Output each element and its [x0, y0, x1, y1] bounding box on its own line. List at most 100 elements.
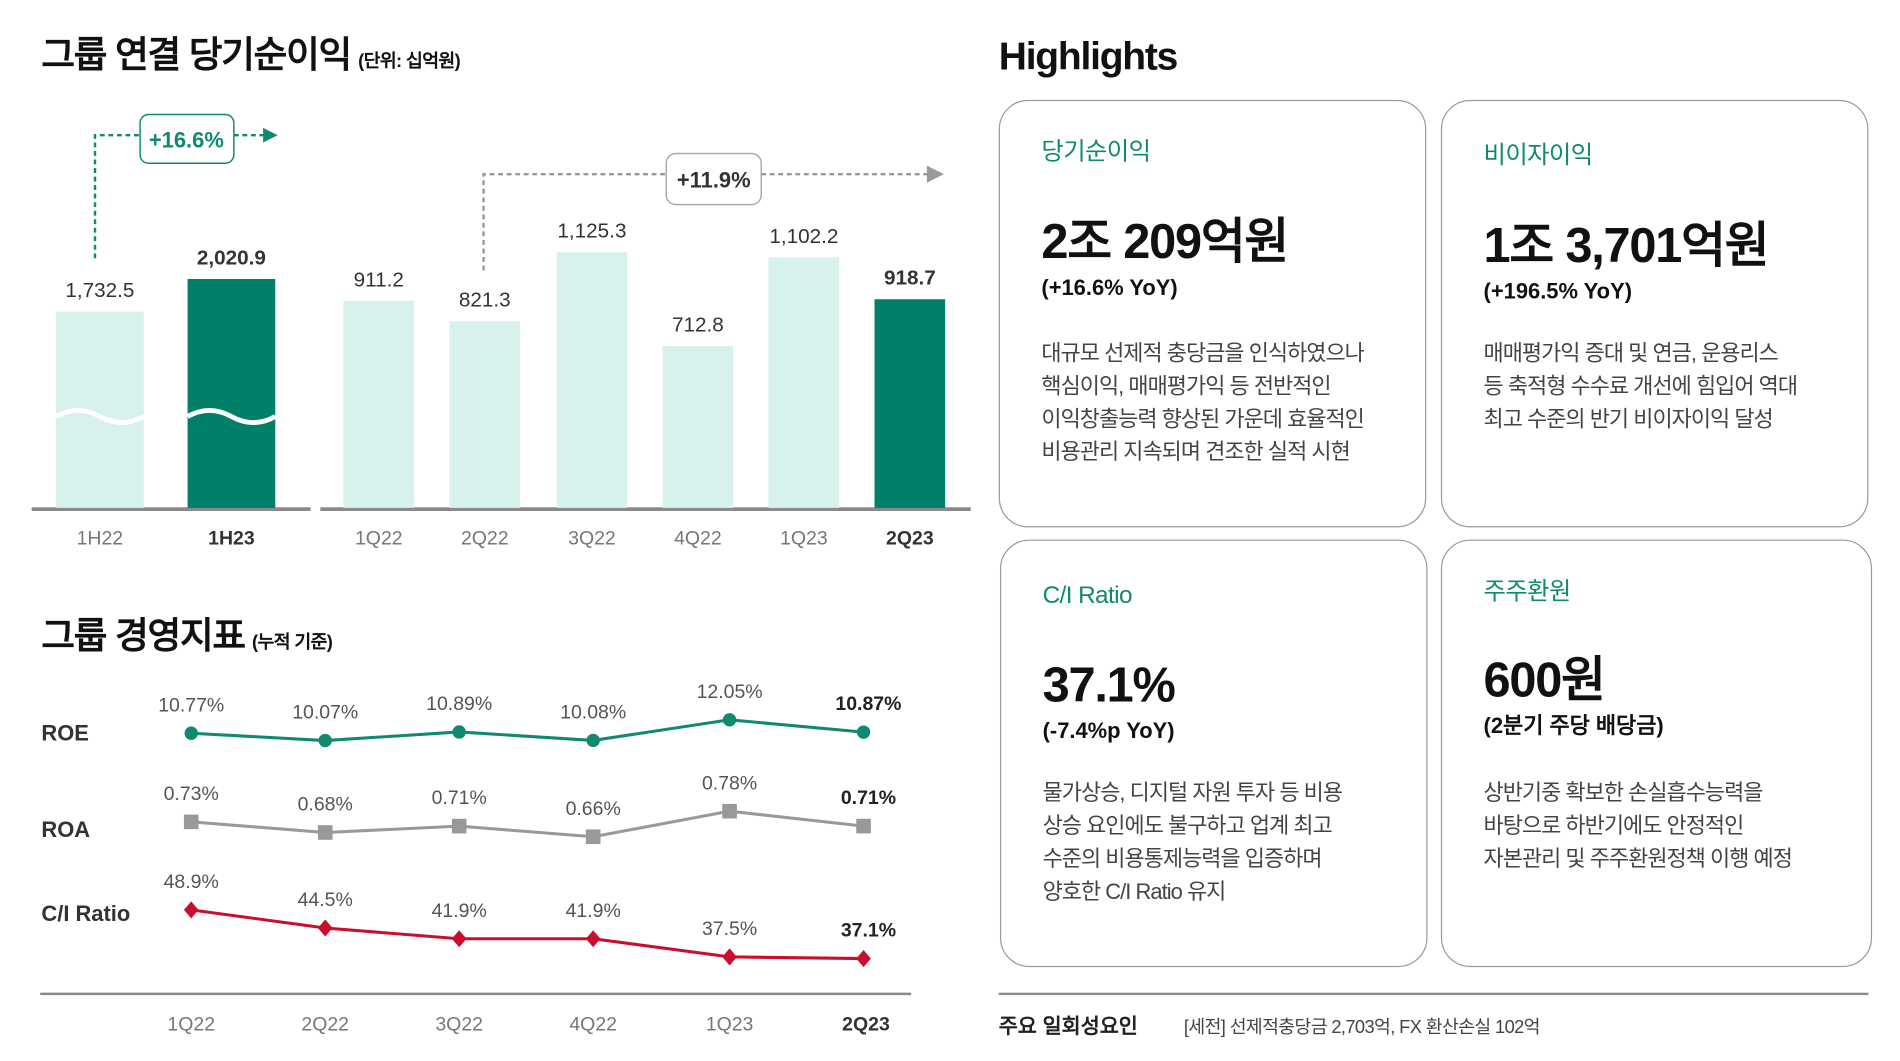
growth-badge-text: +16.6% — [149, 127, 224, 152]
card-sub: (+196.5% YoY) — [1483, 278, 1633, 304]
data-point — [183, 901, 199, 919]
data-label: 10.89% — [426, 693, 492, 715]
body-line: 등 축적형 수수료 개선에 힘입어 역대 — [1483, 373, 1798, 399]
tick-label: 4Q22 — [674, 527, 722, 549]
data-label: 0.71% — [841, 787, 896, 809]
card-shareholder-return: 주주환원 600원 (2분기 주당 배당금) 상반기중 확보한 손실흡수능력을 … — [1440, 539, 1873, 968]
card-body: 물가상승, 디지털 자원 투자 등 비용 상승 요인에도 불구하고 업계 최고 … — [1042, 777, 1343, 909]
data-label: 41.9% — [566, 900, 621, 922]
data-label: 918.7 — [884, 267, 936, 290]
growth-connector-quarter — [482, 172, 667, 271]
tick-label: 1H23 — [208, 527, 255, 549]
card-value: 600원 — [1483, 654, 1606, 708]
card-body: 대규모 선제적 충당금을 인식하였으나 핵심이익, 매매평가익 등 전반적인 이… — [1041, 337, 1364, 469]
data-label: 48.9% — [164, 871, 219, 893]
axis-break-wave — [186, 408, 277, 426]
bar-4Q22 — [662, 345, 734, 508]
body-line: 상반기중 확보한 손실흡수능력을 — [1483, 780, 1764, 806]
data-point — [722, 713, 737, 727]
data-point — [184, 726, 198, 740]
data-label: 37.1% — [841, 920, 896, 942]
data-point — [856, 950, 871, 968]
indicators-title-text: 그룹 경영지표 — [41, 616, 246, 657]
tick-label: 1H22 — [77, 527, 124, 549]
card-title: 주주환원 — [1483, 578, 1572, 606]
arrow-right-icon — [263, 127, 278, 143]
data-label: 1,125.3 — [557, 220, 626, 243]
footer-label: 주요 일회성요인 — [998, 1014, 1138, 1038]
card-title: 당기순이익 — [1041, 138, 1151, 166]
data-point — [317, 825, 333, 840]
arrow-right-icon — [926, 165, 944, 183]
data-label: 0.73% — [164, 783, 219, 805]
data-label: 37.5% — [702, 918, 757, 940]
data-label: 10.07% — [292, 702, 358, 724]
tick-label: 3Q22 — [435, 1013, 483, 1035]
series-line-ROE — [191, 718, 864, 743]
data-point — [318, 733, 332, 748]
card-body: 매매평가익 증대 및 연금, 운용리스 등 축적형 수수료 개선에 힘입어 역대… — [1484, 337, 1798, 436]
body-line: 양호한 C/I Ratio 유지 — [1042, 879, 1227, 904]
card-net-income: 당기순이익 2조 209억원 (+16.6% YoY) 대규모 선제적 충당금을… — [998, 99, 1427, 528]
body-line: 이익창출능력 향상된 가운데 효율적인 — [1041, 406, 1364, 432]
data-label: 41.9% — [432, 900, 487, 922]
series-line-ROA — [191, 809, 864, 839]
body-line: 비용관리 지속되며 견조한 실적 시현 — [1041, 439, 1350, 465]
data-label: 0.66% — [566, 798, 621, 820]
growth-badge-half — [139, 113, 235, 164]
tick-label: 2Q22 — [301, 1013, 349, 1035]
card-value: 2조 209억원 — [1041, 215, 1289, 270]
series-label: ROA — [41, 817, 90, 842]
card-sub: (+16.6% YoY) — [1041, 275, 1178, 300]
net-income-title: 그룹 연결 당기순이익 (단위: 십억원) — [41, 34, 460, 84]
growth-badge-text: +11.9% — [677, 168, 751, 193]
series-label: ROE — [41, 721, 88, 746]
footer-divider — [998, 992, 1869, 996]
bar-2Q23 — [874, 299, 946, 508]
growth-connector-half — [93, 133, 141, 259]
card-body: 상반기중 확보한 손실흡수능력을 바탕으로 하반기에도 안정적인 자본관리 및 … — [1483, 777, 1793, 876]
series-label: C/I Ratio — [41, 901, 130, 926]
tick-label: 1Q22 — [355, 527, 403, 549]
body-line: 매매평가익 증대 및 연금, 운용리스 — [1483, 341, 1779, 366]
body-line: 물가상승, 디지털 자원 투자 등 비용 — [1042, 780, 1343, 806]
data-point — [856, 725, 871, 739]
tick-label: 1Q23 — [706, 1013, 754, 1035]
tick-label: 4Q22 — [569, 1013, 617, 1035]
bar-1H23 — [187, 278, 276, 508]
data-point — [722, 948, 737, 966]
footer-text: [세전] 선제적충당금 2,703억, FX 환산손실 102억 — [1183, 1017, 1541, 1038]
bar-1Q23 — [768, 257, 840, 508]
net-income-title-text: 그룹 연결 당기순이익 — [41, 35, 352, 76]
body-line: 상승 요인에도 불구하고 업계 최고 — [1042, 813, 1333, 838]
highlights-title: Highlights — [998, 34, 1179, 78]
data-label: 821.3 — [459, 289, 511, 312]
data-label: 10.77% — [158, 694, 224, 716]
body-line: 자본관리 및 주주환원정책 이행 예정 — [1483, 846, 1793, 871]
net-income-bar-chart: 1,732.5 1H22 2,020.9 1H23 911.2 1Q22 821.3 2Q22… — [31, 113, 971, 549]
data-label: 2,020.9 — [197, 246, 266, 269]
data-point — [451, 818, 467, 834]
bar-3Q22 — [556, 252, 628, 508]
data-label: 712.8 — [672, 313, 724, 336]
data-point — [183, 814, 199, 830]
tick-label: 1Q23 — [780, 527, 828, 549]
data-point — [452, 725, 466, 739]
axis-break-wave — [54, 408, 145, 426]
card-ci-ratio: C/I Ratio 37.1% (-7.4%p YoY) 물가상승, 디지털 자… — [999, 539, 1428, 968]
series-line-C/I Ratio — [191, 908, 864, 961]
data-label: 0.78% — [702, 772, 757, 794]
indicators-line-chart: ROE 10.77% 10.07% 10.89% 10.08% 12.05% 10.87% R… — [40, 681, 912, 1035]
data-point — [586, 733, 600, 748]
bar-2Q22 — [449, 321, 521, 508]
card-sub: (-7.4%p YoY) — [1042, 718, 1175, 743]
data-point — [585, 930, 601, 948]
basis-label: (누적 기준) — [252, 632, 333, 653]
data-label: 10.08% — [560, 702, 626, 724]
data-label: 12.05% — [697, 681, 763, 703]
tick-label: 2Q23 — [886, 527, 934, 549]
unit-label: (단위: 십억원) — [358, 51, 461, 72]
bar-1Q22 — [343, 300, 415, 508]
data-label: 911.2 — [354, 268, 404, 291]
